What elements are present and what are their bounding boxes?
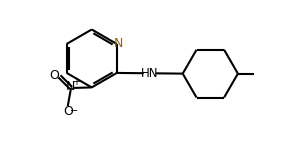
Text: O: O	[49, 69, 59, 82]
Text: −: −	[70, 106, 78, 116]
Text: N: N	[66, 80, 75, 93]
Text: N: N	[114, 37, 123, 50]
Text: O: O	[63, 105, 73, 118]
Text: HN: HN	[141, 67, 159, 80]
Text: +: +	[72, 77, 80, 87]
